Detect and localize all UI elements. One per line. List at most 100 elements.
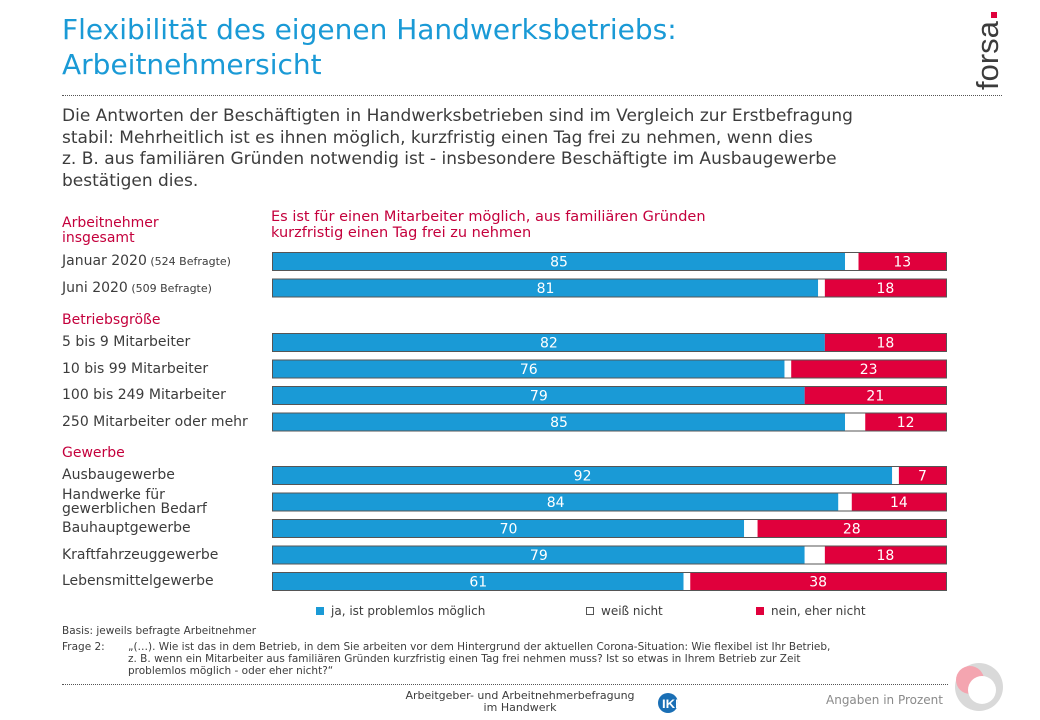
row-label: Ausbaugewerbe: [62, 468, 175, 482]
bar-segment-dontknow: [683, 573, 691, 590]
bar-segment-dontknow: [744, 520, 758, 537]
forsa-logo: forsa: [970, 12, 1005, 90]
footer-divider: [62, 684, 948, 685]
bar-segment-yes: [273, 253, 846, 270]
data-label-yes: 76: [520, 362, 538, 378]
row-label: 5 bis 9 Mitarbeiter: [62, 335, 190, 349]
data-label-no: 21: [866, 389, 884, 405]
bar-segment-dontknow: [845, 253, 859, 270]
row-label-text: 100 bis 249 Mitarbeiter: [62, 387, 226, 403]
bar-segment-dontknow: [892, 467, 899, 484]
legend-no-label: nein, eher nicht: [771, 604, 866, 618]
chart-question: Es ist für einen Mitarbeiter möglich, au…: [271, 209, 706, 241]
legend-yes-label: ja, ist problemlos möglich: [331, 604, 486, 618]
bar-segment-yes: [273, 467, 893, 484]
data-label-no: 13: [893, 255, 911, 271]
row-label-text: Lebensmittelgewerbe: [62, 573, 214, 589]
row-label-text: Ausbaugewerbe: [62, 467, 175, 483]
bar-segment-no: [757, 520, 946, 537]
data-label-yes: 79: [530, 389, 548, 405]
ikk-logo-text: IKK classic: [662, 697, 732, 711]
ikk-classic-logo: IKK classic: [658, 693, 732, 713]
legend-dontknow: weiß nicht: [586, 604, 663, 618]
bar-segment-no: [851, 493, 946, 511]
question-label: Frage 2:: [62, 641, 105, 653]
bar-segment-dontknow: [818, 279, 825, 297]
header-divider: [62, 95, 1002, 96]
data-label-no: 18: [877, 548, 895, 564]
section-header: Betriebsgröße: [62, 312, 161, 328]
bar-segment-no: [898, 467, 946, 484]
row-label-text: 250 Mitarbeiter oder mehr: [62, 413, 248, 430]
legend-dontknow-swatch: [586, 607, 594, 615]
data-label-yes: 85: [550, 415, 568, 431]
row-label: Bauhauptgewerbe: [62, 521, 191, 535]
row-label-note: (509 Befragte): [127, 281, 212, 295]
legend-no: nein, eher nicht: [756, 604, 866, 618]
bar-segment-yes: [273, 279, 819, 297]
bar-segment-yes: [273, 334, 825, 351]
row-label: Kraftfahrzeuggewerbe: [62, 548, 218, 562]
bar-segment-dontknow: [838, 493, 852, 511]
bar-segment-no: [824, 279, 946, 297]
data-label-no: 18: [877, 281, 895, 297]
section-header: Arbeitnehmer insgesamt: [62, 215, 159, 246]
bar-segment-no: [804, 387, 946, 404]
bar-segment-yes: [273, 546, 805, 564]
data-label-no: 7: [918, 469, 927, 485]
data-label-yes: 79: [530, 548, 548, 564]
row-label: Januar 2020 (524 Befragte): [62, 254, 231, 269]
unit-note: Angaben in Prozent: [826, 693, 943, 707]
row-label-text: Juni 2020: [62, 279, 128, 296]
legend-yes: ja, ist problemlos möglich: [316, 604, 485, 618]
forsa-logo-text: forsa: [970, 20, 1005, 90]
intro-text: Die Antworten der Beschäftigten in Handw…: [62, 106, 853, 191]
row-label: 10 bis 99 Mitarbeiter: [62, 362, 208, 376]
row-label: 250 Mitarbeiter oder mehr: [62, 415, 248, 429]
row-label: 100 bis 249 Mitarbeiter: [62, 388, 226, 402]
bar-segment-no: [858, 253, 946, 270]
data-label-no: 18: [877, 336, 895, 352]
data-label-no: 28: [843, 522, 861, 538]
row-label: Lebensmittelgewerbe: [62, 574, 214, 588]
row-label-text: 10 bis 99 Mitarbeiter: [62, 360, 209, 377]
row-label-text: Handwerke für gewerblichen Bedarf: [62, 486, 207, 517]
row-label-note: (524 Befragte): [146, 255, 231, 268]
bar-segment-yes: [273, 413, 846, 431]
bar-segment-no: [824, 546, 946, 564]
bar-segment-dontknow: [804, 546, 825, 564]
bar-segment-yes: [273, 387, 805, 404]
data-label-yes: 92: [574, 469, 592, 485]
basis-note: Basis: jeweils befragte Arbeitnehmer: [62, 625, 257, 637]
bar-segment-yes: [273, 493, 839, 511]
row-label: Handwerke für gewerblichen Bedarf: [62, 488, 207, 516]
survey-name: Arbeitgeber- und Arbeitnehmerbefragung i…: [405, 689, 635, 714]
page-title: Flexibilität des eigenen Handwerksbetrie…: [62, 13, 677, 81]
section-header: Gewerbe: [62, 445, 125, 461]
row-label-text: Bauhauptgewerbe: [62, 520, 191, 536]
bar-segment-yes: [273, 520, 745, 537]
question-text: „(…). Wie ist das in dem Betrieb, in dem…: [128, 641, 831, 677]
bar-segment-yes: [273, 573, 684, 590]
data-label-no: 23: [860, 362, 878, 378]
bar-segment-dontknow: [845, 413, 866, 431]
data-label-no: 14: [890, 495, 908, 511]
legend-dontknow-label: weiß nicht: [601, 604, 663, 618]
data-label-no: 12: [897, 415, 915, 431]
data-label-yes: 81: [537, 281, 555, 297]
data-label-yes: 61: [469, 575, 487, 591]
data-label-no: 38: [809, 575, 827, 591]
data-label-yes: 70: [500, 522, 518, 538]
legend-no-swatch: [756, 607, 764, 615]
legend-yes-swatch: [316, 607, 324, 615]
forsa-logo-dot: [991, 12, 997, 18]
bar-segment-no: [824, 334, 946, 351]
bar-segment-yes: [273, 360, 785, 378]
decorative-circles: [955, 663, 1003, 711]
row-label-text: 5 bis 9 Mitarbeiter: [62, 334, 191, 350]
bar-segment-no: [791, 360, 946, 378]
row-label: Juni 2020 (509 Befragte): [62, 281, 212, 296]
bar-segment-no: [690, 573, 946, 590]
data-label-yes: 85: [550, 255, 568, 271]
